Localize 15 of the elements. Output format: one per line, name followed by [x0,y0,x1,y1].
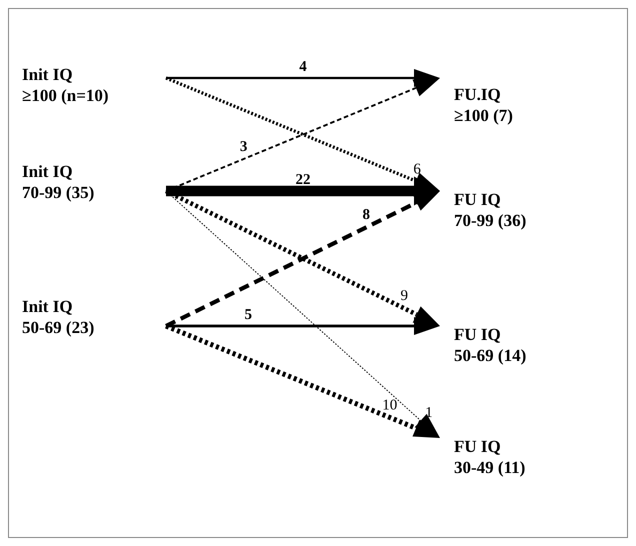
legend-label: Init IQ 50-69 (23) [22,297,94,337]
category-label: FU IQ 70-99 (36) [454,190,526,230]
category-label: FU.IQ ≥100 (7) [454,85,513,125]
data-label: 8 [362,206,370,223]
data-label: 6 [413,162,422,178]
data-label: 3 [240,139,248,156]
data-label: 9 [400,288,408,304]
data-label: 5 [244,307,252,323]
category-label: FU IQ 30-49 (11) [454,437,526,477]
data-label: 4 [299,59,308,75]
data-label: 10 [382,397,398,414]
legend-label: Init IQ ≥100 (n=10) [22,65,109,105]
data-label: 22 [296,172,310,188]
category-label: FU IQ 50-69 (14) [454,325,526,365]
legend-label: Init IQ 70-99 (35) [22,162,94,202]
